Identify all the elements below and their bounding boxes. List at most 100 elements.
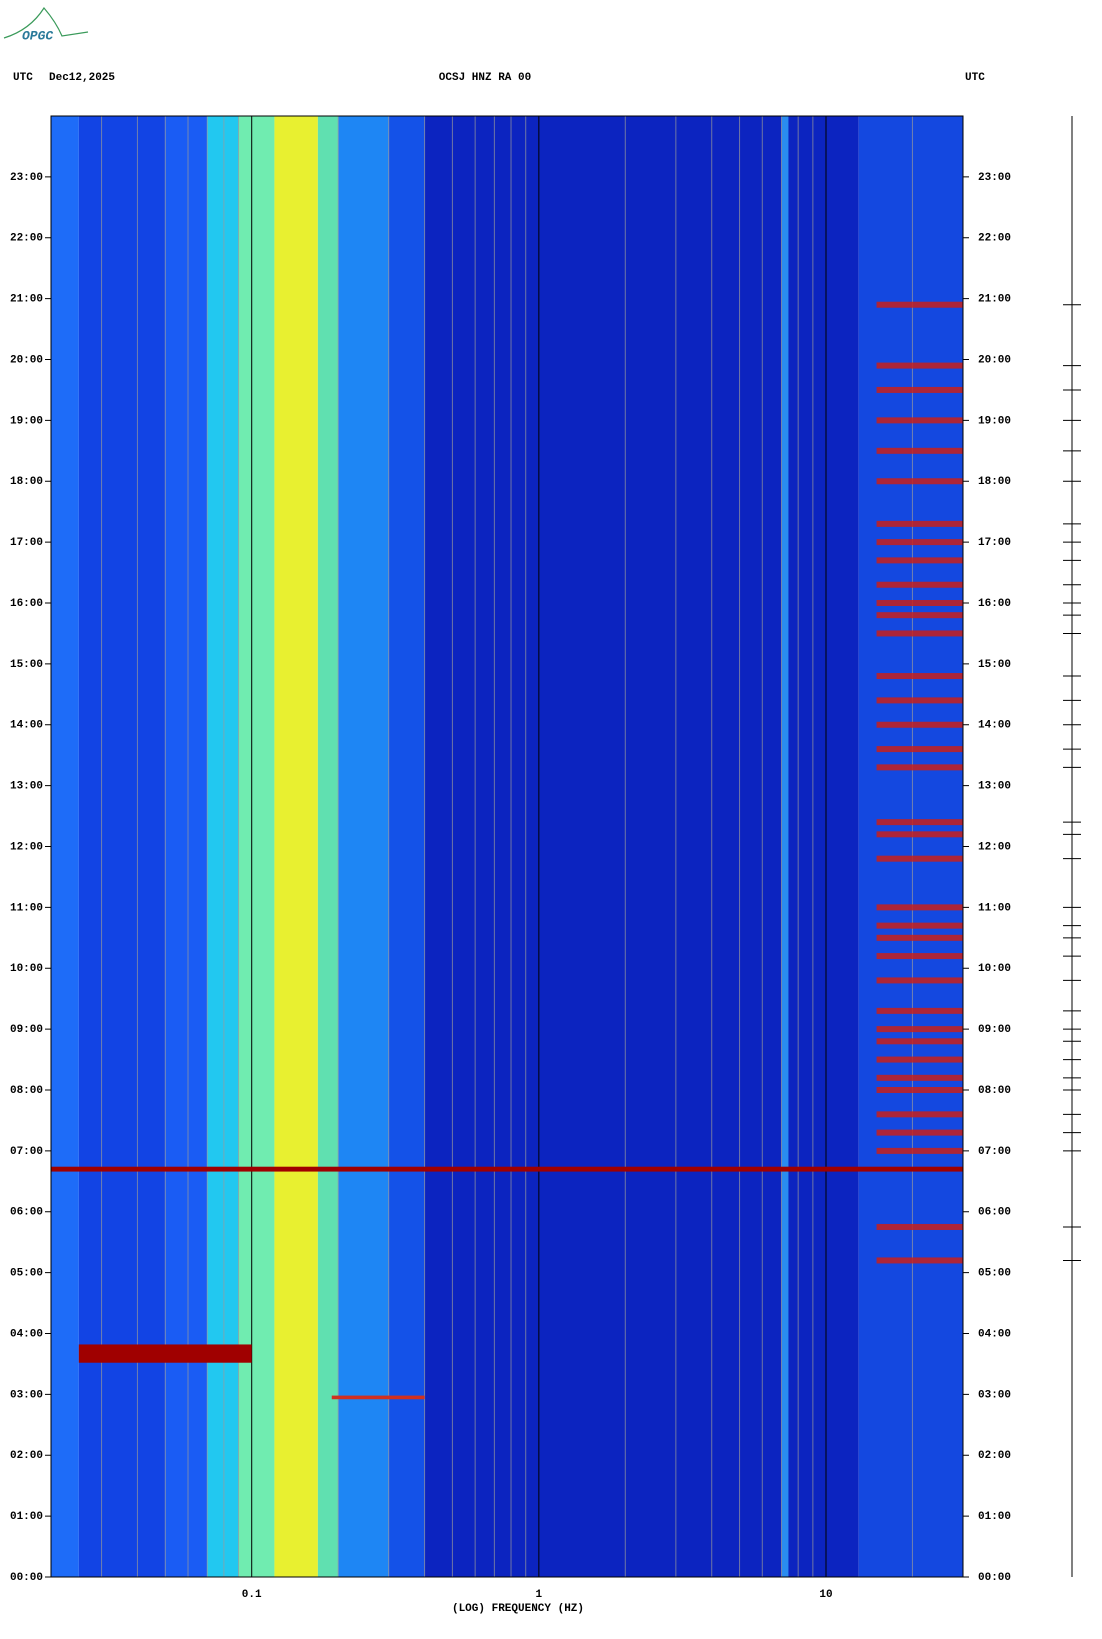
- hf-event: [876, 855, 963, 862]
- y-tick-label: 00:00: [10, 1572, 43, 1584]
- y-tick-label: 11:00: [978, 902, 1011, 914]
- hf-event: [876, 557, 963, 564]
- y-tick-label: 10:00: [10, 963, 43, 975]
- hf-event: [876, 539, 963, 546]
- y-tick-label: 10:00: [978, 963, 1011, 975]
- y-tick-label: 04:00: [978, 1328, 1011, 1340]
- y-tick-label: 14:00: [978, 720, 1011, 732]
- event: [51, 1166, 963, 1172]
- date: Dec12,2025: [49, 72, 115, 84]
- y-tick-label: 07:00: [10, 1146, 43, 1158]
- y-tick-label: 19:00: [978, 415, 1011, 427]
- y-tick-label: 16:00: [978, 598, 1011, 610]
- hf-event: [876, 612, 963, 619]
- hf-event: [876, 1111, 963, 1118]
- hf-event: [876, 478, 963, 485]
- y-tick-label: 07:00: [978, 1146, 1011, 1158]
- hf-event: [876, 1223, 963, 1230]
- y-tick-label: 15:00: [10, 659, 43, 671]
- y-tick-label: 12:00: [10, 841, 43, 853]
- logo: OPGC: [22, 28, 53, 43]
- y-tick-label: 23:00: [978, 172, 1011, 184]
- hf-event: [876, 417, 963, 424]
- x-axis-label: (LOG) FREQUENCY (HZ): [452, 1603, 584, 1615]
- y-tick-label: 01:00: [10, 1511, 43, 1523]
- y-tick-label: 02:00: [10, 1450, 43, 1462]
- y-tick-label: 02:00: [978, 1450, 1011, 1462]
- y-tick-label: 05:00: [978, 1268, 1011, 1280]
- x-tick-label: 0.1: [242, 1589, 262, 1601]
- x-tick-label: 10: [819, 1589, 832, 1601]
- hf-event: [876, 819, 963, 826]
- logo-mark: [3, 6, 89, 39]
- hf-event: [876, 581, 963, 588]
- hf-event: [876, 1074, 963, 1081]
- hf-event: [876, 447, 963, 454]
- hf-event: [876, 673, 963, 680]
- hf-event: [876, 630, 963, 637]
- y-tick-label: 17:00: [10, 537, 43, 549]
- event: [331, 1395, 425, 1400]
- frequency-band: [781, 116, 789, 1577]
- frequency-band: [274, 116, 318, 1577]
- y-tick-label: 15:00: [978, 659, 1011, 671]
- hf-event: [876, 362, 963, 369]
- y-tick-label: 19:00: [10, 415, 43, 427]
- hf-event: [876, 977, 963, 984]
- y-tick-label: 13:00: [978, 781, 1011, 793]
- y-tick-label: 20:00: [978, 354, 1011, 366]
- hf-event: [876, 600, 963, 606]
- y-tick-label: 09:00: [978, 1024, 1011, 1036]
- y-tick-label: 22:00: [10, 233, 43, 245]
- y-tick-label: 06:00: [10, 1207, 43, 1219]
- hf-event: [876, 1087, 963, 1093]
- y-tick-label: 21:00: [978, 294, 1011, 306]
- hf-event: [876, 1007, 963, 1014]
- frequency-band: [338, 116, 389, 1577]
- hf-event: [876, 904, 963, 911]
- hf-event: [876, 764, 963, 771]
- y-tick-label: 08:00: [978, 1085, 1011, 1097]
- event: [78, 1344, 252, 1363]
- frequency-band: [78, 116, 166, 1577]
- frequency-band: [207, 116, 239, 1577]
- chart-title: OCSJ HNZ RA 00: [439, 72, 531, 84]
- hf-event: [876, 922, 963, 929]
- frequency-band: [388, 116, 425, 1577]
- hf-event: [876, 1257, 963, 1264]
- frequency-band: [424, 116, 859, 1577]
- hf-event: [876, 831, 963, 838]
- y-tick-label: 04:00: [10, 1328, 43, 1340]
- frequency-band: [51, 116, 79, 1577]
- frequency-band: [317, 116, 339, 1577]
- y-tick-label: 17:00: [978, 537, 1011, 549]
- y-tick-label: 01:00: [978, 1511, 1011, 1523]
- hf-event: [876, 1056, 963, 1063]
- frequency-band: [238, 116, 275, 1577]
- y-tick-label: 12:00: [978, 841, 1011, 853]
- hf-event: [876, 1147, 963, 1154]
- hf-event: [876, 721, 963, 728]
- y-tick-label: 14:00: [10, 720, 43, 732]
- y-tick-label: 23:00: [10, 172, 43, 184]
- hf-event: [876, 386, 963, 393]
- y-tick-label: 21:00: [10, 294, 43, 306]
- y-tick-label: 06:00: [978, 1207, 1011, 1219]
- y-tick-label: 09:00: [10, 1024, 43, 1036]
- y-tick-label: 11:00: [10, 902, 43, 914]
- y-tick-label: 03:00: [10, 1389, 43, 1401]
- hf-event: [876, 934, 963, 941]
- hf-event: [876, 1129, 963, 1136]
- hf-event: [876, 697, 963, 704]
- time-zone-left: UTC: [13, 72, 33, 84]
- y-tick-label: 16:00: [10, 598, 43, 610]
- y-tick-label: 05:00: [10, 1268, 43, 1280]
- hf-event: [876, 1038, 963, 1045]
- y-tick-label: 20:00: [10, 354, 43, 366]
- y-tick-label: 00:00: [978, 1572, 1011, 1584]
- y-tick-label: 22:00: [978, 233, 1011, 245]
- hf-event: [876, 301, 963, 308]
- y-tick-label: 03:00: [978, 1389, 1011, 1401]
